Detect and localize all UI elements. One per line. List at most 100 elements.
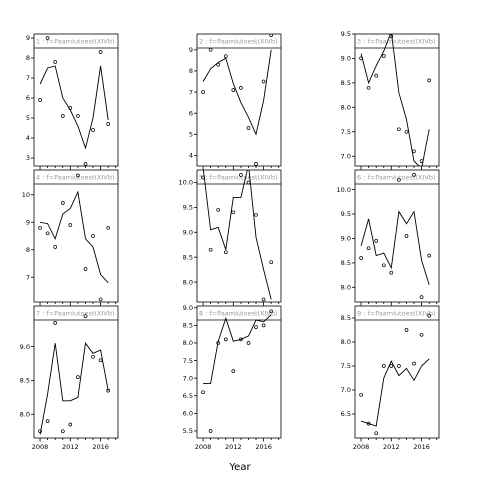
data-point xyxy=(374,431,379,436)
data-point xyxy=(254,325,258,329)
data-point xyxy=(366,85,371,90)
fitted-line xyxy=(39,65,109,150)
data-point xyxy=(60,201,65,205)
y-tick-label: 8.0 xyxy=(20,411,30,419)
y-tick-label: 8.5 xyxy=(20,377,30,385)
y-tick-label: 8.0 xyxy=(183,278,193,286)
data-point xyxy=(359,56,363,61)
strip-label: 1 : f=Paamiutoest(XIVb) xyxy=(36,38,115,46)
data-point xyxy=(419,159,424,163)
y-tick-label: 9 xyxy=(189,46,193,54)
data-point xyxy=(404,129,409,134)
panel-6: 6 : f=Paamiutoest(XIVb) 8.0 8.5 9.0 9.5 10.0 xyxy=(337,169,440,306)
panel-frame xyxy=(33,33,119,167)
y-tick-label: 10.0 xyxy=(179,179,193,187)
data-point xyxy=(83,267,88,271)
panel-frame xyxy=(33,305,119,439)
data-point xyxy=(106,225,111,230)
y-tick-label: 8.0 xyxy=(183,339,193,347)
data-point xyxy=(216,62,221,67)
y-tick-label: 7.5 xyxy=(341,128,351,136)
panel-frame xyxy=(33,169,119,303)
y-tick-label: 9.0 xyxy=(341,235,351,243)
data-point xyxy=(254,212,258,217)
y-tick-label: 4 xyxy=(26,134,30,142)
data-point xyxy=(246,126,251,130)
y-tick-label: 9 xyxy=(26,34,30,42)
data-point xyxy=(98,50,103,54)
panel-7: 7 : f=Paamiutoest(XIVb) 8.0 8.5 9.0 2008 2012… xyxy=(20,305,119,451)
data-point xyxy=(246,341,251,345)
data-point xyxy=(397,364,401,368)
y-tick-label: 8 xyxy=(26,54,30,62)
data-point xyxy=(216,341,221,345)
data-point xyxy=(231,369,236,373)
data-point xyxy=(68,223,73,227)
x-tick-label: 2008 xyxy=(353,443,370,451)
y-tick-label: 6 xyxy=(26,94,30,102)
y-tick-label: 8.5 xyxy=(183,253,193,261)
data-point xyxy=(223,54,228,59)
y-tick-label: 8.0 xyxy=(341,284,351,292)
panel-9: 9 : f=Paamiutoest(XIVb) 6.5 7.0 7.5 8.0 8.5 20… xyxy=(341,305,440,451)
strip-label: 6 : f=Paamiutoest(XIVb) xyxy=(357,174,436,182)
x-tick-label: 2008 xyxy=(32,443,49,451)
y-tick-label: 8.0 xyxy=(341,338,351,346)
y-tick-label: 7.5 xyxy=(183,357,193,365)
data-point xyxy=(374,73,379,78)
data-point xyxy=(366,421,371,426)
x-tick-label: 2016 xyxy=(255,443,272,451)
data-point xyxy=(45,231,50,236)
y-tick-label: 7.0 xyxy=(341,386,351,394)
data-point xyxy=(366,246,371,251)
data-point xyxy=(359,256,363,260)
data-point xyxy=(91,128,95,132)
data-point xyxy=(208,47,213,52)
data-point xyxy=(427,313,432,318)
y-tick-label: 4 xyxy=(189,152,193,160)
panel-frame xyxy=(354,33,440,167)
x-tick-label: 2008 xyxy=(195,443,212,451)
fitted-line xyxy=(202,49,272,136)
panel-1: 1 : f=Paamiutoest(XIVb) 3 4 5 6 7 8 9 xyxy=(26,33,119,170)
data-point xyxy=(216,207,221,212)
data-point xyxy=(239,86,243,90)
data-point xyxy=(239,173,243,177)
data-point xyxy=(404,234,409,238)
panel-5: 5 : f=Paamiutoest(XIVb) 8.0 8.5 9.0 9.5 10.0 xyxy=(179,169,282,306)
fitted-line xyxy=(39,342,109,435)
data-point xyxy=(106,388,111,393)
data-point xyxy=(98,358,103,363)
x-tick-label: 2012 xyxy=(383,443,400,451)
panel-frame xyxy=(196,33,282,167)
y-tick-label: 8.5 xyxy=(341,79,351,87)
panel-4: 4 : f=Paamiutoest(XIVb) 7 8 9 10 xyxy=(22,169,119,306)
y-tick-label: 9 xyxy=(26,218,30,226)
data-point xyxy=(83,314,88,319)
y-tick-label: 7.5 xyxy=(341,362,351,370)
data-point xyxy=(269,260,274,265)
panel-frame xyxy=(196,169,282,303)
data-point xyxy=(38,429,42,434)
y-tick-label: 9.0 xyxy=(341,55,351,63)
panel-3: 3 : f=Paamiutoest(XIVb) 7.0 7.5 8.0 8.5 9.0 9.… xyxy=(341,30,440,170)
data-point xyxy=(231,88,236,92)
data-point xyxy=(201,175,205,180)
data-point xyxy=(231,210,236,215)
data-point xyxy=(223,250,228,255)
data-point xyxy=(76,375,80,379)
y-tick-label: 5.5 xyxy=(183,427,193,435)
data-point xyxy=(419,332,424,337)
data-point xyxy=(208,429,213,433)
data-point xyxy=(397,127,401,132)
strip-label: 9 : f=Paamiutoest(XIVb) xyxy=(357,310,436,318)
y-tick-label: 9.0 xyxy=(183,304,193,312)
data-point xyxy=(381,263,386,268)
y-tick-label: 6.0 xyxy=(183,410,193,418)
y-tick-label: 9.0 xyxy=(183,228,193,236)
panel-2: 2 : f=Paamiutoest(XIVb) 4 5 6 7 8 9 xyxy=(189,33,282,170)
data-point xyxy=(269,34,274,37)
data-point xyxy=(419,295,424,299)
y-tick-label: 9.0 xyxy=(20,343,30,351)
data-point xyxy=(389,270,394,275)
